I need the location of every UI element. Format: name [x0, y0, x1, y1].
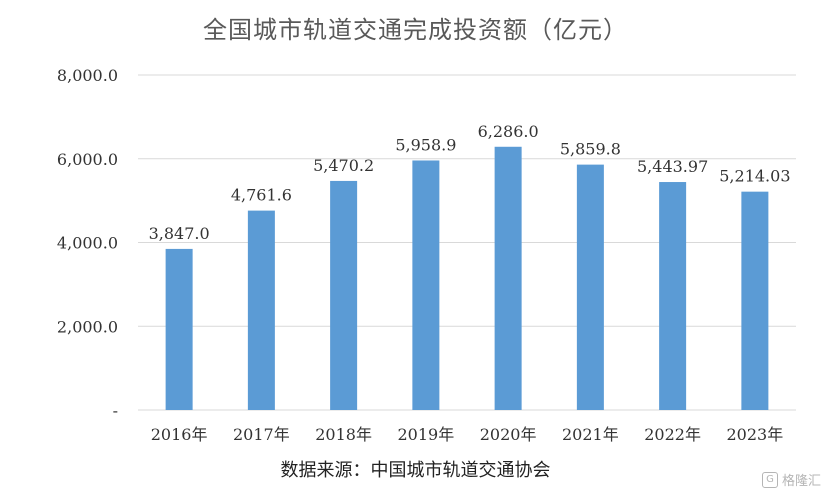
bar	[659, 182, 687, 410]
data-label: 3,847.0	[149, 224, 210, 243]
watermark: G 格隆汇	[761, 470, 821, 489]
bar	[165, 248, 193, 410]
x-tick-label: 2019年	[398, 425, 455, 444]
x-tick-label: 2016年	[151, 425, 208, 444]
bar	[741, 191, 769, 410]
data-label: 5,214.03	[719, 167, 790, 186]
bar	[330, 180, 358, 410]
data-label: 6,286.0	[478, 122, 539, 141]
x-tick-label: 2017年	[233, 425, 290, 444]
data-label: 5,443.97	[637, 157, 708, 176]
y-tick-label: 6,000.0	[57, 150, 118, 169]
y-tick-label: -	[113, 401, 118, 420]
y-tick-label: 4,000.0	[57, 234, 118, 253]
bar	[494, 146, 522, 410]
glh-logo-icon: G	[761, 471, 778, 488]
data-label: 5,859.8	[560, 140, 621, 159]
x-tick-label: 2022年	[644, 425, 701, 444]
source-note: 数据来源：中国城市轨道交通协会	[280, 460, 551, 481]
chart-title: 全国城市轨道交通完成投资额（亿元）	[203, 16, 628, 44]
data-label: 5,958.9	[395, 135, 456, 154]
x-tick-label: 2018年	[315, 425, 372, 444]
x-tick-label: 2020年	[480, 425, 537, 444]
y-tick-label: 2,000.0	[57, 317, 118, 336]
bar	[412, 160, 440, 410]
watermark-text: 格隆汇	[781, 474, 821, 489]
data-label: 5,470.2	[313, 156, 374, 175]
x-tick-label: 2023年	[727, 425, 784, 444]
x-tick-label: 2021年	[562, 425, 619, 444]
bar	[247, 210, 275, 410]
bar	[576, 164, 604, 410]
y-tick-label: 8,000.0	[57, 66, 118, 85]
data-label: 4,761.6	[231, 186, 292, 205]
